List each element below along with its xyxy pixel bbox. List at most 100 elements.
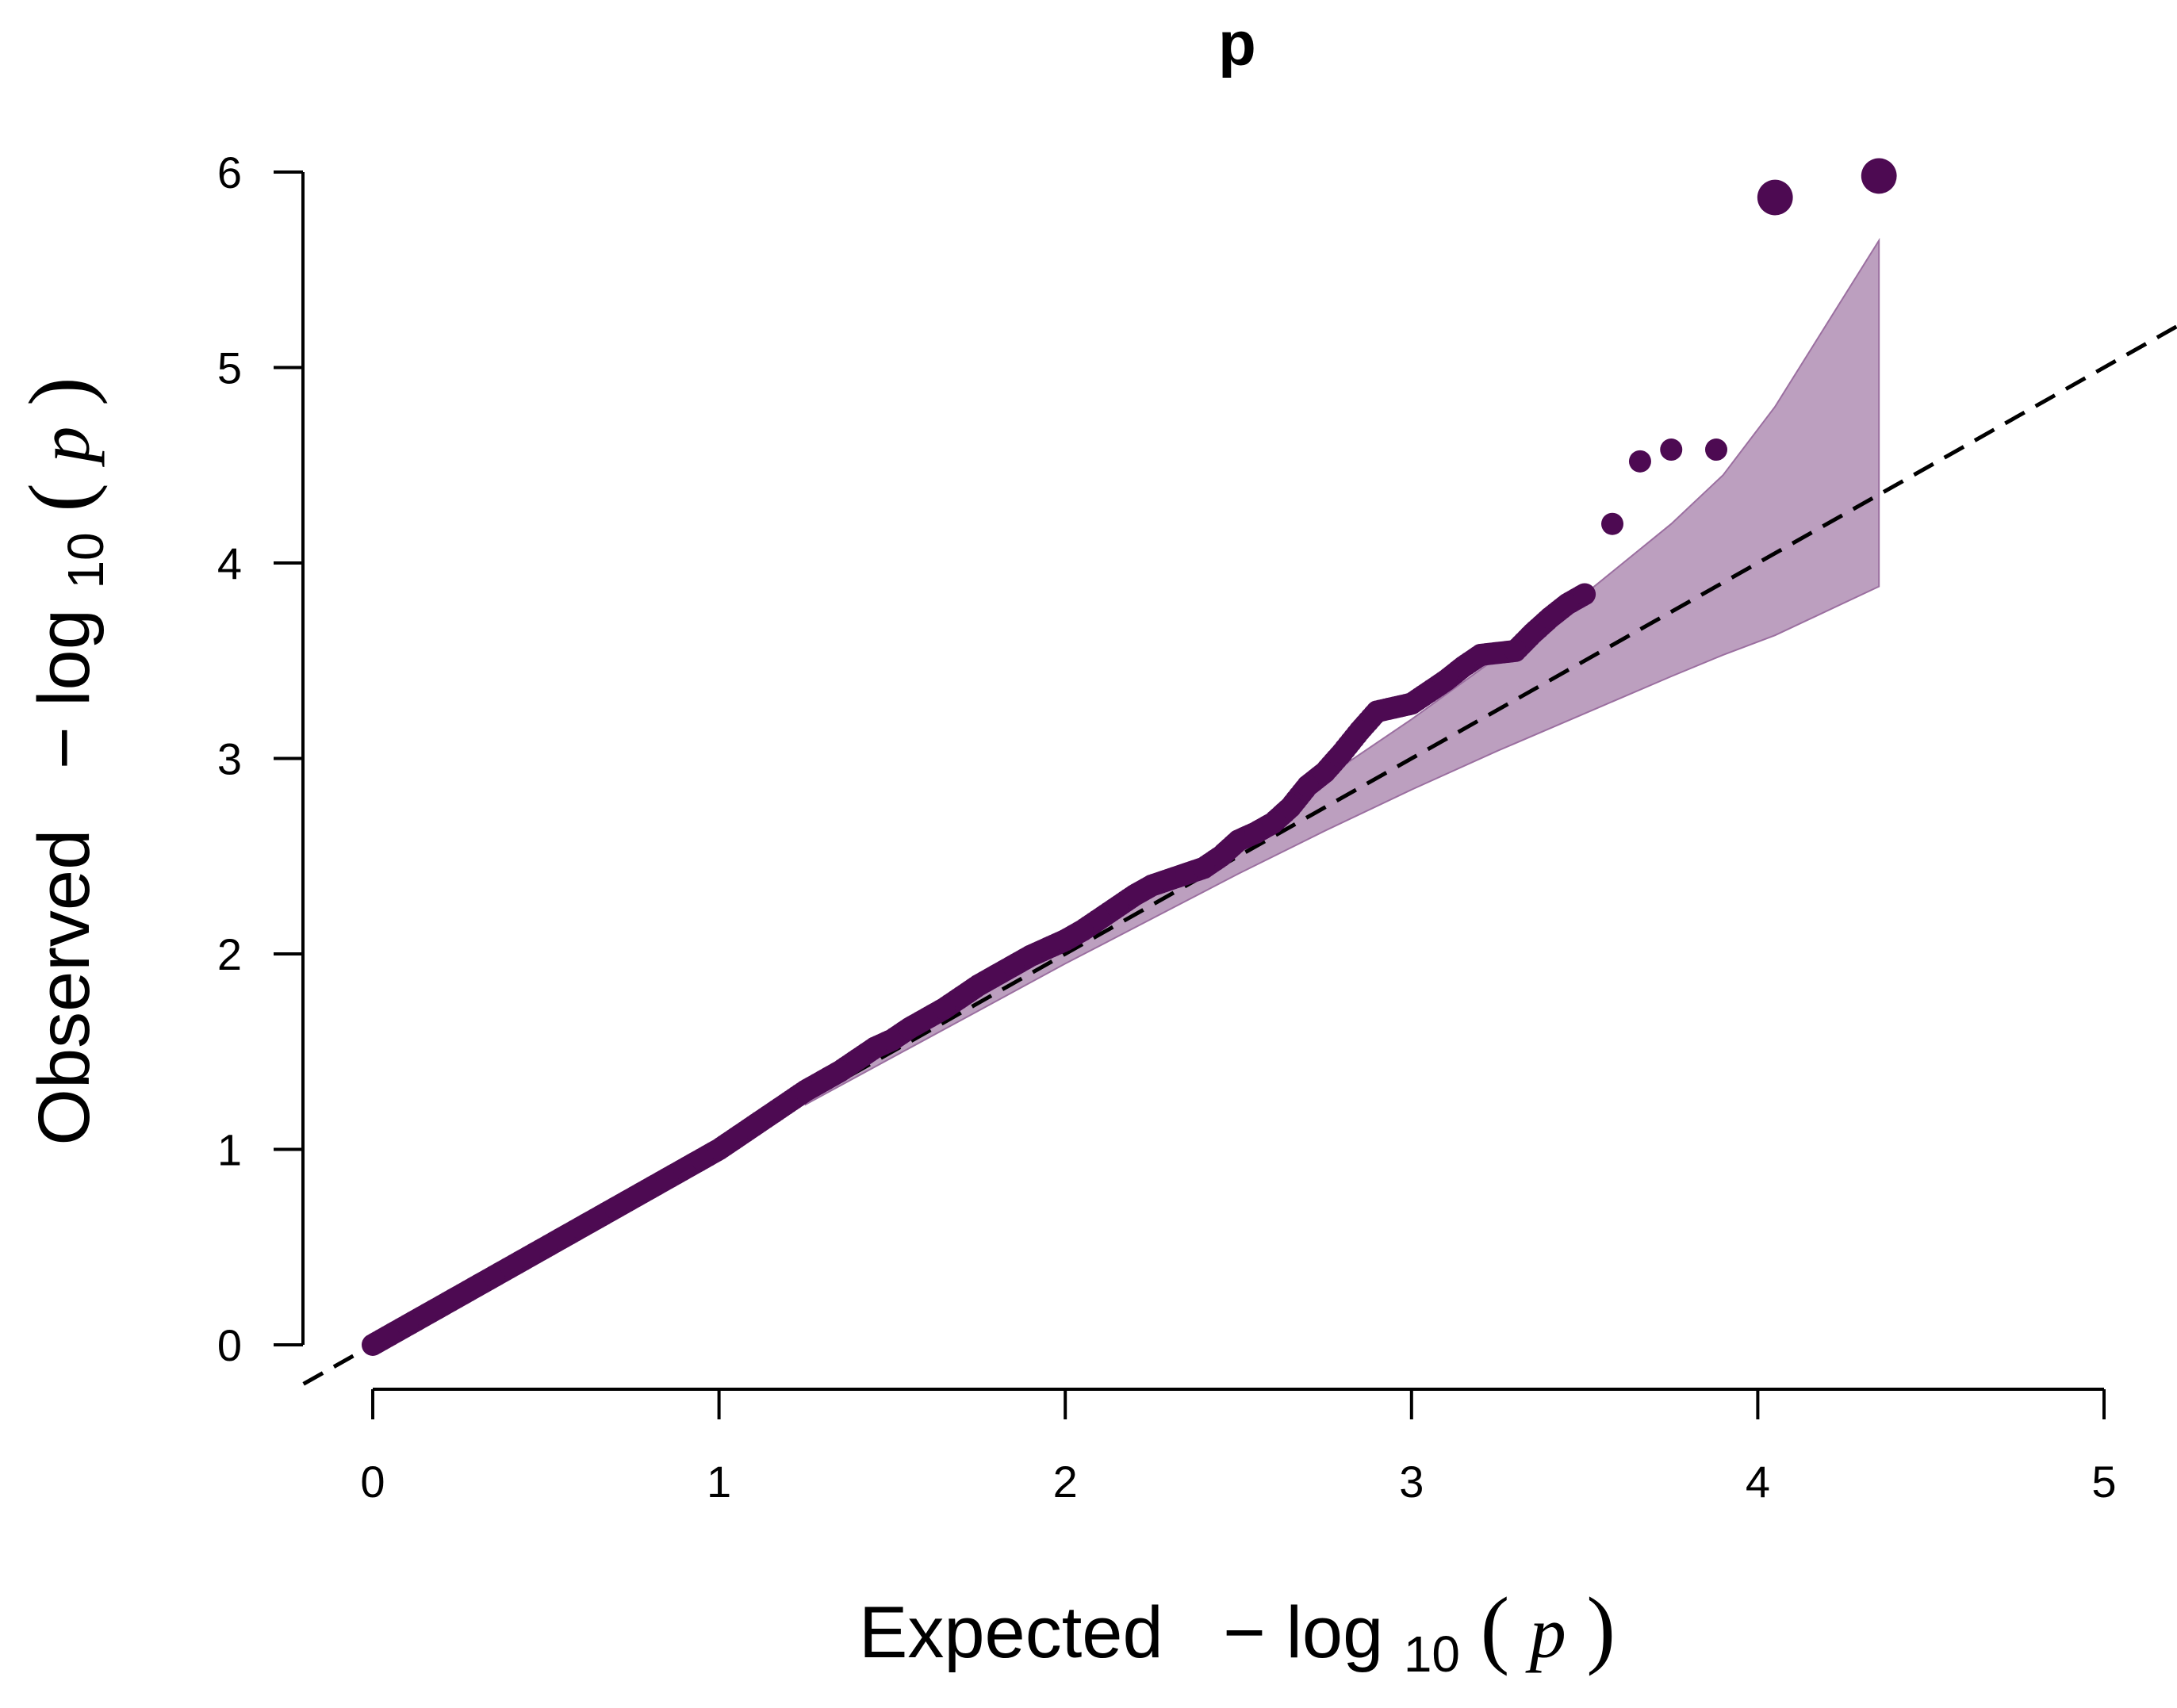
observed-point xyxy=(1106,895,1129,918)
observed-point xyxy=(811,1070,834,1093)
observed-point xyxy=(448,1285,471,1308)
observed-point xyxy=(984,964,1007,987)
observed-point xyxy=(1382,696,1405,719)
observed-point xyxy=(1002,954,1025,977)
observed-point xyxy=(1227,829,1250,852)
observed-point xyxy=(1504,639,1527,662)
y-tick-label: 5 xyxy=(217,343,242,393)
x-axis-title-variable: p xyxy=(1525,1592,1566,1673)
observed-point xyxy=(1573,583,1596,606)
observed-point xyxy=(673,1158,696,1181)
observed-point xyxy=(1296,775,1319,798)
y-axis-title-log: log xyxy=(24,609,105,707)
y-tick-label: 2 xyxy=(217,929,242,979)
observed-point xyxy=(1158,868,1181,891)
y-tick-label: 4 xyxy=(217,538,242,588)
x-tick-label: 2 xyxy=(1053,1457,1078,1507)
x-tick-label: 1 xyxy=(707,1457,731,1507)
observed-point xyxy=(880,1028,903,1051)
observed-point xyxy=(604,1197,627,1220)
observed-point xyxy=(742,1114,765,1137)
observed-point xyxy=(656,1167,679,1190)
observed-point xyxy=(1278,796,1301,819)
x-axis-title-prefix: Expected xyxy=(859,1592,1163,1673)
x-axis-title-minus: − xyxy=(1223,1592,1266,1673)
y-tick-label: 1 xyxy=(217,1125,242,1175)
x-axis-title-open-paren: ( xyxy=(1481,1580,1510,1676)
observed-point xyxy=(1486,641,1509,664)
x-axis-title-close-paren: ) xyxy=(1586,1580,1616,1676)
observed-point xyxy=(1244,821,1267,844)
y-axis-title-open-paren: ( xyxy=(11,483,108,512)
observed-point xyxy=(1037,936,1060,959)
x-axis: 0 1 2 3 4 5 xyxy=(360,1388,2117,1507)
observed-point xyxy=(760,1103,783,1126)
observed-point xyxy=(1660,438,1683,461)
observed-point xyxy=(1861,158,1897,194)
observed-points xyxy=(362,158,1897,1356)
observed-point xyxy=(1088,907,1111,930)
observed-point xyxy=(517,1246,540,1269)
observed-point xyxy=(707,1138,730,1161)
observed-point xyxy=(638,1177,661,1200)
observed-point xyxy=(1705,438,1728,461)
y-axis-title-prefix: Observed xyxy=(24,829,105,1146)
observed-point xyxy=(725,1126,748,1149)
y-tick-label: 3 xyxy=(217,734,242,784)
observed-point xyxy=(1313,760,1336,783)
observed-point xyxy=(1054,929,1077,952)
y-axis-title-variable: p xyxy=(24,427,105,468)
observed-point xyxy=(1366,700,1389,723)
observed-point xyxy=(482,1265,505,1288)
x-axis-title-subscript: 10 xyxy=(1404,1626,1460,1683)
observed-point xyxy=(1209,844,1232,867)
observed-point xyxy=(1470,643,1493,666)
observed-point xyxy=(864,1036,887,1059)
observed-point xyxy=(1417,680,1440,703)
observed-point xyxy=(1331,741,1354,764)
x-tick-label: 0 xyxy=(360,1457,385,1507)
observed-point xyxy=(569,1216,592,1239)
observed-point xyxy=(362,1334,384,1356)
observed-point xyxy=(1019,944,1042,967)
y-axis-title: Observed − log 10 ( p ) xyxy=(11,377,119,1145)
observed-point xyxy=(378,1323,401,1346)
x-tick-label: 3 xyxy=(1399,1457,1424,1507)
y-axis-title-minus: − xyxy=(24,726,105,769)
observed-point xyxy=(1400,692,1423,715)
observed-point xyxy=(535,1235,558,1258)
observed-point xyxy=(933,998,956,1021)
observed-point xyxy=(1521,622,1544,645)
observed-point xyxy=(1192,856,1215,879)
observed-point xyxy=(950,986,973,1009)
observed-point xyxy=(1348,719,1371,742)
x-axis-title: Expected − log 10 ( p ) xyxy=(859,1580,1616,1687)
observed-point xyxy=(1757,179,1793,216)
observed-point xyxy=(1123,884,1146,907)
y-tick-label: 0 xyxy=(217,1320,242,1370)
observed-point xyxy=(898,1017,921,1040)
observed-point xyxy=(1435,668,1458,691)
x-axis-title-log: log xyxy=(1286,1592,1383,1673)
observed-point xyxy=(1175,862,1198,885)
observed-point xyxy=(690,1147,713,1170)
observed-point xyxy=(846,1048,869,1071)
x-tick-label: 4 xyxy=(1746,1457,1770,1507)
observed-point xyxy=(586,1206,609,1229)
observed-point xyxy=(1452,655,1475,678)
observed-point xyxy=(794,1079,817,1102)
observed-point xyxy=(1262,811,1285,834)
x-tick-label: 5 xyxy=(2091,1457,2116,1507)
chart-title: p xyxy=(1218,9,1256,79)
observed-point xyxy=(1556,592,1579,615)
y-tick-label: 6 xyxy=(217,147,242,197)
observed-point xyxy=(431,1294,454,1317)
observed-point xyxy=(1539,607,1562,630)
observed-point xyxy=(1601,512,1624,535)
observed-point xyxy=(915,1007,938,1030)
observed-point xyxy=(1140,874,1163,897)
observed-point xyxy=(552,1226,575,1249)
y-axis: 0 1 2 3 4 5 6 xyxy=(217,147,305,1370)
